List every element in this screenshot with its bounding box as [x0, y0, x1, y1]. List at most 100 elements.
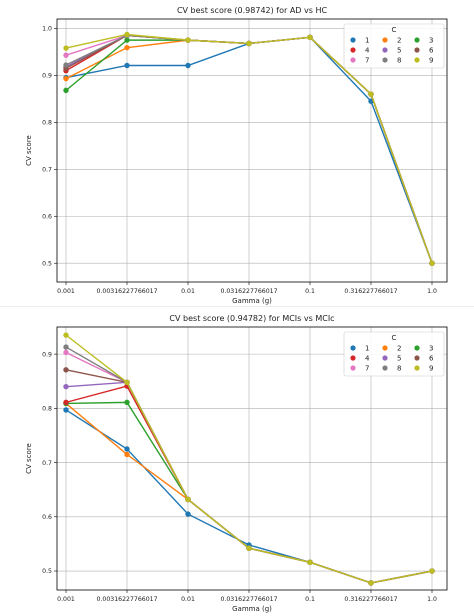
legend-label: 4: [365, 355, 370, 363]
y-tick-label: 0.9: [42, 351, 52, 358]
data-point: [246, 545, 252, 551]
legend-box: [343, 23, 445, 69]
legend-label: 2: [397, 37, 401, 45]
data-point: [185, 496, 191, 503]
legend-label: 8: [397, 57, 401, 65]
x-tick-label: 0.0316227766017: [220, 596, 277, 603]
legend-title: C: [392, 26, 397, 34]
x-tick-label: 0.1: [305, 288, 315, 295]
x-tick-label: 1.0: [427, 596, 437, 603]
y-tick-label: 0.5: [42, 260, 52, 267]
legend-label: 6: [429, 47, 434, 55]
legend-label: 9: [429, 57, 433, 65]
legend-marker: [414, 355, 420, 361]
data-point: [63, 45, 69, 51]
data-point: [63, 87, 69, 94]
x-tick-label: 0.001: [57, 596, 75, 603]
y-tick-label: 0.9: [42, 73, 52, 80]
legend-label: 8: [397, 365, 401, 373]
chart-title: CV best score (0.98742) for AD vs HC: [177, 6, 328, 15]
data-point: [63, 349, 69, 356]
data-point: [124, 44, 130, 51]
data-point: [368, 91, 374, 97]
legend-marker: [414, 47, 420, 53]
legend-marker: [350, 37, 356, 43]
legend-marker: [350, 47, 356, 53]
y-tick-label: 0.8: [42, 120, 52, 127]
data-point: [124, 62, 130, 69]
y-tick-label: 0.8: [42, 406, 52, 413]
chart-title: CV best score (0.94782) for MCIs vs MCIc: [169, 314, 334, 323]
legend-marker: [382, 37, 388, 43]
legend-marker: [382, 365, 388, 371]
plot-area: [56, 18, 448, 283]
legend: C 1 2 3 4 5 6 7 8 9: [343, 23, 445, 69]
data-point: [307, 559, 313, 566]
legend-marker: [414, 345, 420, 351]
data-point: [124, 31, 130, 38]
x-tick-label: 0.316227766017: [344, 288, 397, 295]
y-axis-label: CV score: [25, 135, 33, 166]
legend-label: 3: [429, 345, 433, 353]
legend-marker: [382, 355, 388, 361]
chart-mcis-vs-mcic: CV best score (0.94782) for MCIs vs MCIc…: [25, 314, 448, 613]
data-point: [124, 451, 130, 458]
data-point: [63, 75, 69, 82]
legend-marker: [382, 345, 388, 351]
data-point: [246, 40, 252, 47]
x-tick-label: 0.001: [57, 288, 75, 295]
data-point: [63, 383, 69, 390]
legend-title: C: [392, 334, 397, 342]
y-tick-label: 0.6: [42, 514, 52, 521]
data-point: [429, 568, 435, 574]
legend-label: 1: [365, 37, 369, 45]
panel-divider: [0, 306, 474, 307]
legend-marker: [382, 47, 388, 53]
y-axis-label: CV score: [25, 443, 33, 474]
plot-area: [56, 326, 448, 591]
data-point: [63, 344, 69, 350]
legend-marker: [414, 365, 420, 371]
data-point: [124, 37, 130, 43]
data-point: [185, 511, 191, 517]
chart-panel-mcis-vs-mcic: CV best score (0.94782) for MCIs vs MCIc…: [0, 308, 474, 616]
legend-label: 5: [397, 355, 401, 363]
legend-marker: [350, 57, 356, 63]
legend-marker: [414, 37, 420, 43]
chart-ad-vs-hc: CV best score (0.98742) for AD vs HC 0.00…: [25, 6, 448, 305]
x-axis-label: Gamma (g): [232, 297, 272, 305]
y-tick-label: 1.0: [42, 26, 52, 33]
data-point: [63, 332, 69, 338]
legend-marker: [350, 365, 356, 371]
legend-marker: [350, 355, 356, 361]
data-point: [185, 37, 191, 43]
legend-label: 4: [365, 47, 370, 55]
legend-label: 2: [397, 345, 401, 353]
x-tick-label: 0.1: [305, 596, 315, 603]
legend-label: 3: [429, 37, 433, 45]
legend-box: [343, 331, 445, 377]
x-tick-label: 0.01: [181, 288, 195, 295]
x-tick-label: 0.0316227766017: [220, 288, 277, 295]
x-tick-label: 0.316227766017: [344, 596, 397, 603]
legend-marker: [350, 345, 356, 351]
legend-label: 6: [429, 355, 434, 363]
y-tick-label: 0.7: [42, 460, 52, 467]
legend-label: 7: [365, 57, 369, 65]
legend-marker: [414, 57, 420, 63]
data-point: [124, 379, 130, 386]
x-tick-label: 0.01: [181, 596, 195, 603]
data-point: [63, 399, 69, 406]
series-9: [63, 332, 435, 586]
data-point: [63, 52, 69, 58]
data-point: [307, 34, 313, 41]
legend-label: 9: [429, 365, 433, 373]
legend-marker: [382, 57, 388, 63]
series-9: [63, 31, 435, 266]
x-tick-label: 1.0: [427, 288, 437, 295]
data-point: [124, 446, 130, 452]
data-point: [429, 260, 435, 266]
chart-panel-ad-vs-hc: CV best score (0.98742) for AD vs HC 0.00…: [25, 6, 448, 305]
x-axis-label: Gamma (g): [232, 605, 272, 613]
data-point: [185, 62, 191, 69]
